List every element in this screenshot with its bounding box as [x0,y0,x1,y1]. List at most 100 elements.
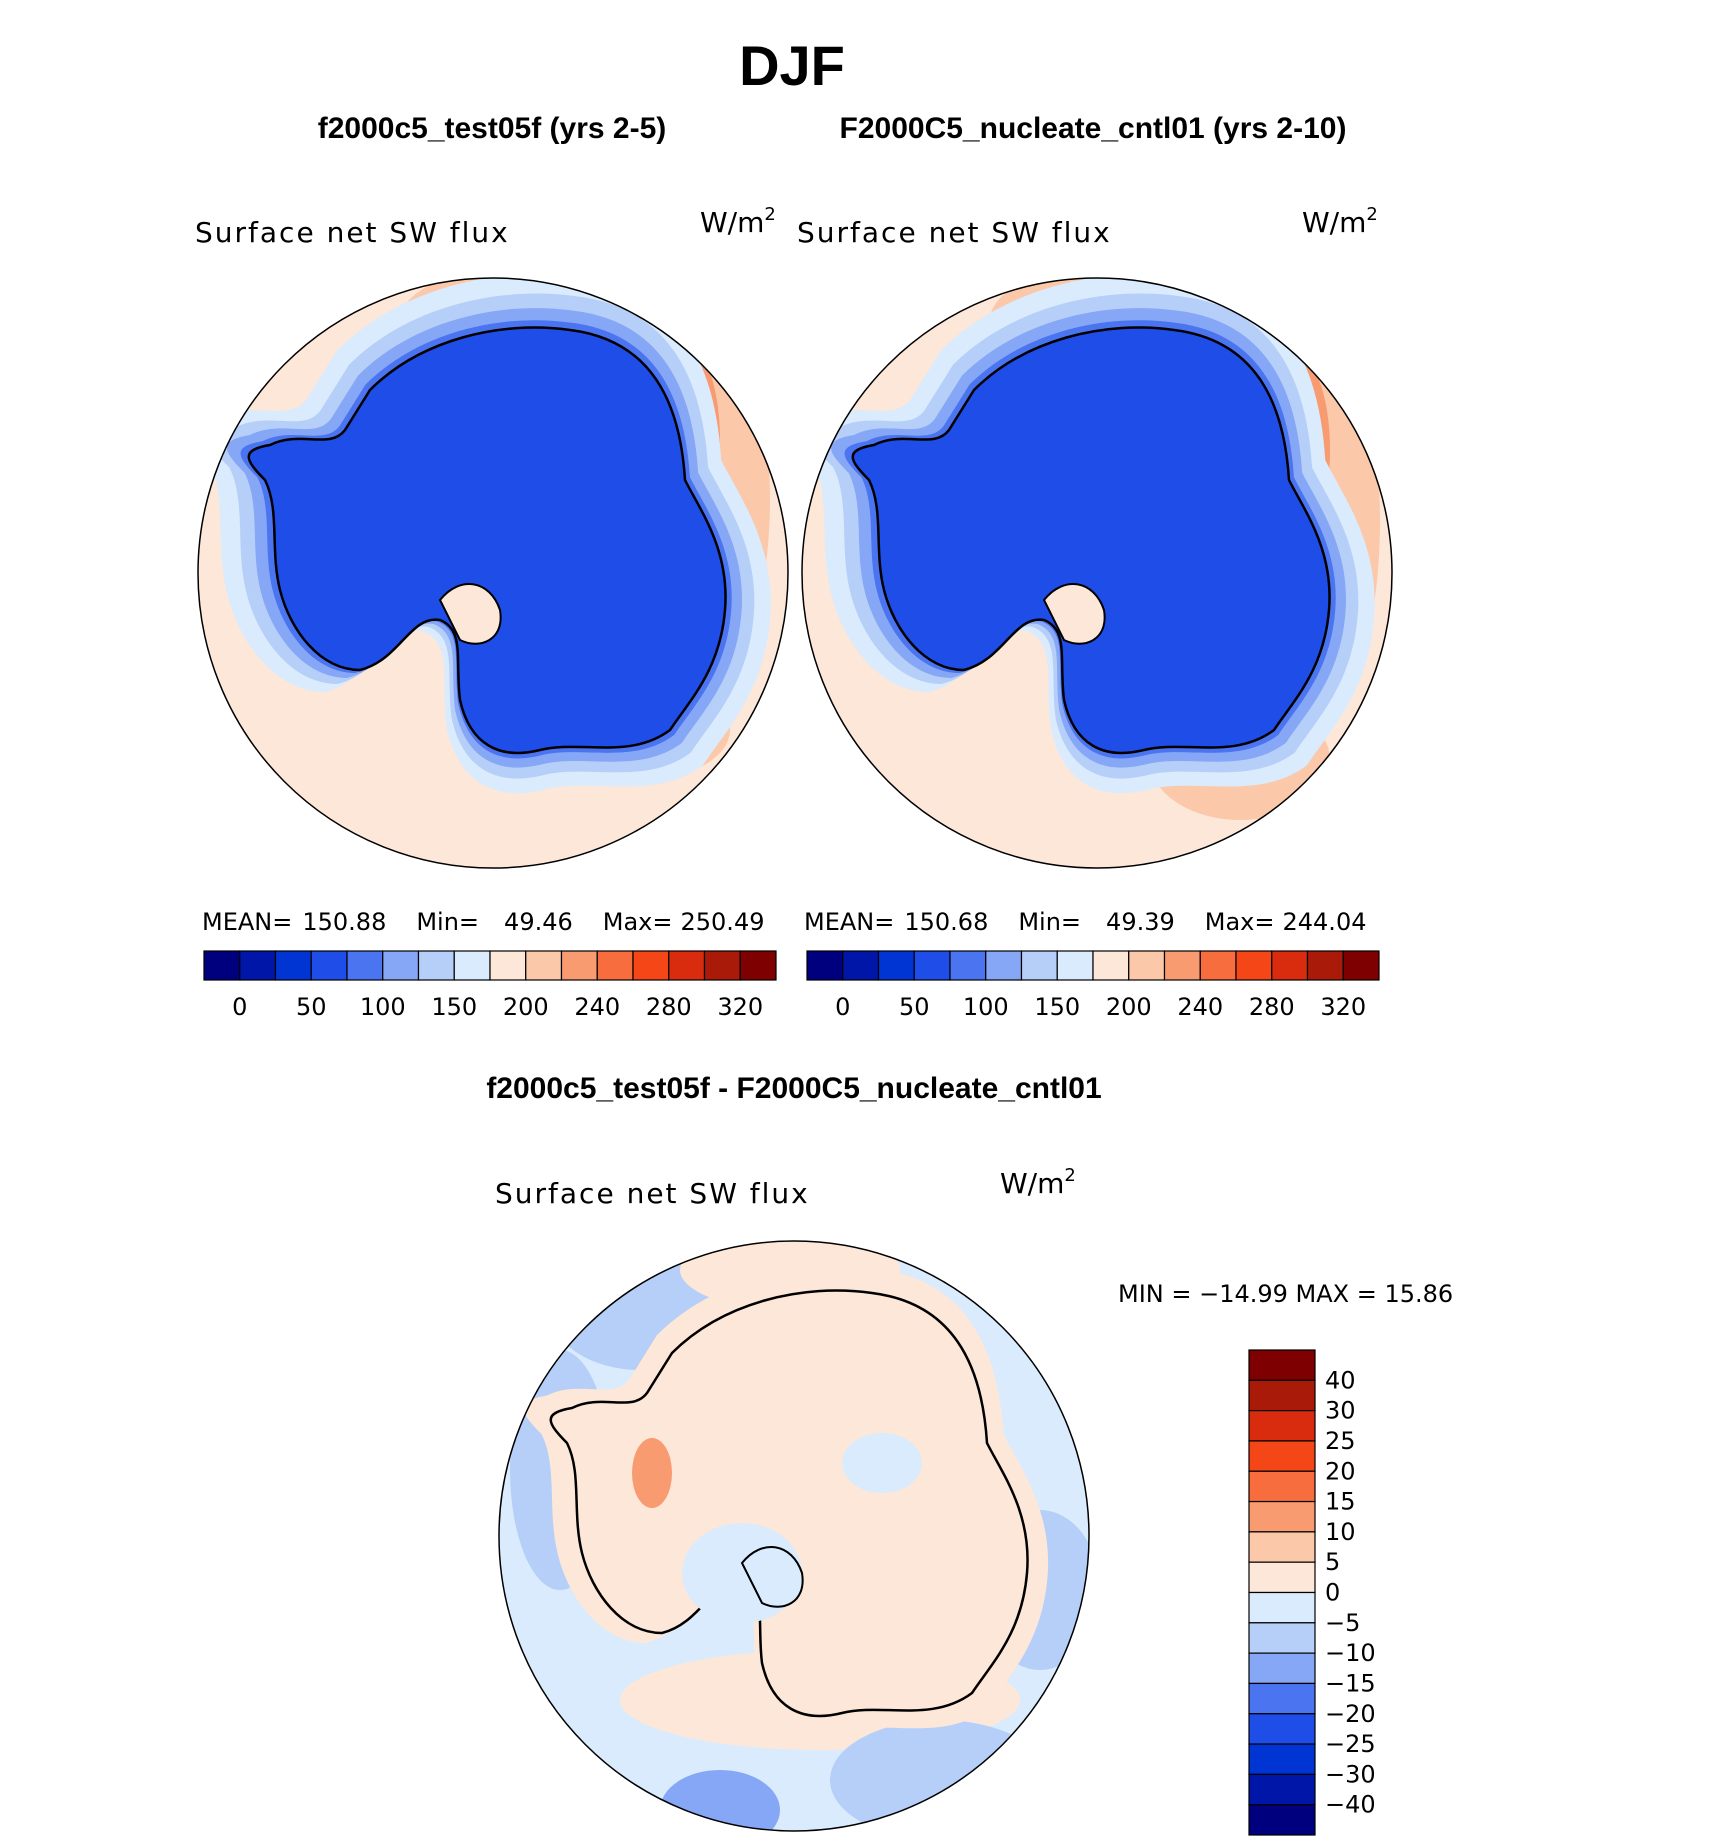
right-colorbar-swatch [1235,950,1273,981]
difference-colorbar-swatch [1248,1804,1316,1836]
difference-title: f2000c5_test05f - F2000C5_nucleate_cntl0… [486,1072,1101,1105]
right-colorbar-swatch [985,950,1023,981]
difference-colorbar-tick-label: −20 [1325,1700,1376,1728]
difference-panel: f2000c5_test05f - F2000C5_nucleate_cntl0… [486,1072,1453,1836]
difference-colorbar-tick-label: −40 [1325,1791,1376,1819]
difference-colorbar-tick-label: 30 [1325,1397,1356,1425]
right-colorbar-tick-label: 150 [1034,993,1080,1021]
difference-colorbar-tick-label: −15 [1325,1669,1376,1697]
right-map [802,278,1392,868]
difference-units: W/m2 [1000,1165,1076,1200]
difference-colorbar-tick-label: 25 [1325,1427,1356,1455]
difference-colorbar-tick-label: −5 [1325,1609,1360,1637]
left-colorbar-tick-label: 280 [646,993,692,1021]
difference-colorbar-swatch [1248,1500,1316,1533]
left-case-title: f2000c5_test05f (yrs 2-5) [318,112,667,145]
left-colorbar-swatch [239,950,277,981]
difference-colorbar-tick-label: −25 [1325,1730,1376,1758]
left-map-border [197,277,789,869]
difference-colorbar-swatch [1248,1349,1316,1381]
difference-colorbar-tick-label: 0 [1325,1579,1340,1607]
right-colorbar-swatch [806,950,844,981]
left-colorbar-swatch [596,950,634,981]
right-colorbar-swatch [1271,950,1309,981]
right-colorbar-swatch [1128,950,1166,981]
right-variable-label: Surface net SW flux [797,216,1112,249]
difference-colorbar-swatch [1248,1561,1316,1594]
left-colorbar-swatch [310,950,348,981]
difference-colorbar-tick-label: 20 [1325,1457,1356,1485]
right-colorbar-swatch [877,950,915,981]
right-colorbar-tick-label: 280 [1249,993,1295,1021]
left-colorbar-swatch [668,950,706,981]
difference-colorbar-swatch [1248,1713,1316,1745]
right-colorbar-tick-label: 100 [963,993,1009,1021]
right-colorbar-swatch [1199,950,1237,981]
right-colorbar-swatch [949,950,987,981]
difference-colorbar-swatch [1248,1622,1316,1654]
difference-colorbar-swatch [1248,1743,1316,1775]
right-colorbar-swatch [1056,950,1094,981]
difference-colorbar-swatch [1248,1773,1316,1806]
left-colorbar-tick-label: 100 [360,993,406,1021]
right-colorbar-tick-label: 320 [1320,993,1366,1021]
right-colorbar-swatch [1092,950,1130,981]
left-colorbar-swatch [632,950,670,981]
left-colorbar-swatch [382,950,420,981]
right-colorbar-tick-label: 50 [899,993,930,1021]
difference-colorbar-swatch [1248,1531,1316,1563]
diff-cool-patch-se [830,1720,1050,1831]
difference-colorbar-tick-label: 15 [1325,1488,1356,1516]
difference-map [499,1241,1089,1831]
right-units: W/m2 [1302,204,1378,239]
left-colorbar-swatch [346,950,384,981]
difference-colorbar-tick-label: −30 [1325,1760,1376,1788]
difference-colorbar-swatch [1248,1652,1316,1685]
left-colorbar-swatch [274,950,312,981]
left-colorbar-swatch [560,950,598,981]
left-colorbar-tick-label: 0 [232,993,247,1021]
right-colorbar-swatch [913,950,951,981]
difference-colorbar-swatch [1248,1410,1316,1442]
right-colorbar-swatch [1342,950,1380,981]
left-colorbar-tick-label: 150 [431,993,477,1021]
left-colorbar-tick-label: 320 [717,993,763,1021]
left-panel: f2000c5_test05f (yrs 2-5) Surface net SW… [195,112,789,1021]
left-colorbar-swatch [739,950,777,981]
difference-colorbar-tick-label: 5 [1325,1548,1340,1576]
difference-colorbar-swatch [1248,1440,1316,1472]
difference-colorbar-swatch [1248,1379,1316,1412]
right-stats: MEAN= 150.68 Min= 49.39 Max= 244.04 [804,908,1366,936]
difference-colorbar-tick-label: −10 [1325,1639,1376,1667]
right-colorbar-swatch [1020,950,1058,981]
left-units: W/m2 [700,204,776,239]
right-colorbar-swatch [842,950,880,981]
left-colorbar-swatch [453,950,491,981]
right-colorbar-tick-label: 240 [1177,993,1223,1021]
left-colorbar-tick-label: 240 [574,993,620,1021]
difference-colorbar-tick-label: 40 [1325,1366,1356,1394]
difference-colorbar-swatch [1248,1591,1316,1624]
difference-variable-label: Surface net SW flux [495,1177,810,1210]
left-variable-label: Surface net SW flux [195,216,510,249]
left-colorbar-tick-label: 200 [503,993,549,1021]
right-case-title: F2000C5_nucleate_cntl01 (yrs 2-10) [840,112,1347,145]
difference-colorbar-swatch [1248,1470,1316,1503]
right-colorbar: 0 50 100 150 200 240 280 320 [806,950,1380,1021]
right-colorbar-swatch [1306,950,1344,981]
right-panel: F2000C5_nucleate_cntl01 (yrs 2-10) Surfa… [797,112,1393,1021]
left-colorbar-swatch [417,950,455,981]
left-stats: MEAN= 150.88 Min= 49.46 Max= 250.49 [202,908,764,936]
left-colorbar-swatch [703,950,741,981]
difference-colorbar-swatch [1248,1682,1316,1715]
difference-map-border [498,1240,1090,1832]
left-colorbar-swatch [203,950,241,981]
left-colorbar: 0 50 100 150 200 240 280 320 [203,950,777,1021]
difference-antarctica [523,1266,1049,1735]
left-colorbar-swatch [489,950,527,981]
right-colorbar-swatch [1163,950,1201,981]
difference-minmax: MIN = −14.99 MAX = 15.86 [1118,1280,1453,1308]
left-colorbar-tick-label: 50 [296,993,327,1021]
